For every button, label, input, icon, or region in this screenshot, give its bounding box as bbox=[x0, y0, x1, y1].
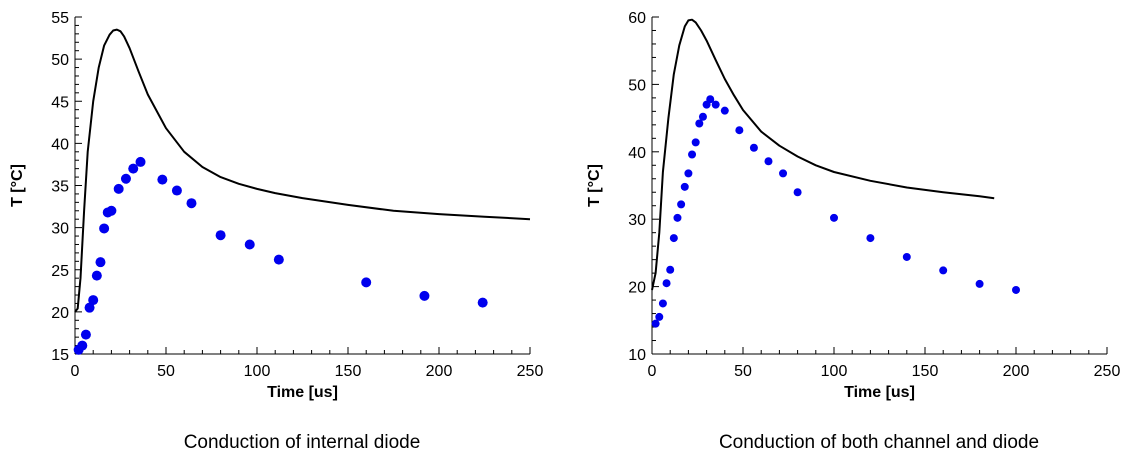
data-point bbox=[77, 340, 88, 351]
x-tick-label: 50 bbox=[157, 363, 175, 380]
data-point bbox=[120, 173, 131, 184]
data-point bbox=[171, 185, 182, 196]
data-point bbox=[866, 234, 875, 243]
y-tick-label: 60 bbox=[628, 10, 646, 27]
y-tick-label: 20 bbox=[51, 305, 69, 322]
x-tick-label: 100 bbox=[244, 363, 271, 380]
x-tick-label: 100 bbox=[821, 363, 848, 380]
data-point bbox=[902, 252, 911, 261]
series-line bbox=[74, 28, 531, 313]
data-point bbox=[91, 270, 102, 281]
data-point bbox=[88, 295, 99, 306]
y-tick-label: 20 bbox=[628, 280, 646, 297]
data-point bbox=[99, 223, 110, 234]
data-point bbox=[688, 150, 697, 159]
chart-caption: Conduction of both channel and diode bbox=[719, 432, 1039, 453]
data-point bbox=[695, 119, 704, 128]
data-point bbox=[669, 234, 678, 243]
data-point bbox=[749, 143, 758, 152]
data-point bbox=[361, 277, 372, 288]
chart-panel-channel-and-diode: Conduction of both channel and diode 0 50… bbox=[586, 10, 1120, 453]
data-point bbox=[80, 329, 91, 340]
x-tick-label: 50 bbox=[734, 363, 752, 380]
x-tick-label: 0 bbox=[71, 363, 80, 380]
data-point bbox=[684, 169, 693, 178]
data-point bbox=[720, 106, 729, 115]
data-point bbox=[779, 169, 788, 178]
data-point bbox=[793, 188, 802, 197]
y-tick-label: 45 bbox=[51, 94, 69, 111]
y-tick-label: 15 bbox=[51, 347, 69, 364]
y-tick-label: 40 bbox=[628, 145, 646, 162]
data-point bbox=[113, 183, 124, 194]
data-point bbox=[215, 230, 226, 241]
chart-caption: Conduction of internal diode bbox=[184, 432, 421, 453]
data-point bbox=[651, 319, 660, 328]
x-tick-label: 0 bbox=[648, 363, 657, 380]
data-point bbox=[939, 266, 948, 275]
data-point bbox=[84, 302, 95, 313]
data-point bbox=[477, 297, 488, 308]
data-point bbox=[764, 157, 773, 166]
data-point bbox=[1012, 285, 1020, 294]
data-point bbox=[273, 254, 284, 265]
data-point bbox=[655, 312, 664, 321]
y-tick-label: 50 bbox=[51, 52, 69, 69]
x-tick-label: 200 bbox=[426, 363, 453, 380]
data-point bbox=[419, 290, 430, 301]
x-tick-label: 200 bbox=[1003, 363, 1030, 380]
x-axis-title: Time [us] bbox=[267, 384, 338, 401]
y-tick-label: 55 bbox=[51, 10, 69, 27]
data-point bbox=[830, 213, 838, 222]
chart-panel-internal-diode: Conduction of internal diode 0 50 100 150 20… bbox=[9, 10, 543, 453]
data-point bbox=[186, 198, 197, 209]
data-point bbox=[975, 279, 984, 288]
x-axis-title: Time [us] bbox=[844, 384, 915, 401]
data-point bbox=[680, 182, 689, 191]
y-tick-label: 30 bbox=[628, 212, 646, 229]
x-tick-label: 150 bbox=[335, 363, 362, 380]
data-point bbox=[677, 200, 686, 209]
y-tick-label: 40 bbox=[51, 136, 69, 153]
y-axis-title: T [°C] bbox=[586, 164, 603, 207]
y-tick-label: 35 bbox=[51, 179, 69, 196]
y-tick-label: 10 bbox=[628, 347, 646, 364]
data-point bbox=[691, 138, 700, 147]
data-point bbox=[662, 279, 671, 288]
data-point bbox=[135, 156, 146, 167]
y-tick-label: 50 bbox=[628, 77, 646, 94]
data-point bbox=[673, 213, 682, 222]
data-point bbox=[95, 257, 106, 268]
series-line bbox=[651, 18, 995, 291]
data-point bbox=[706, 95, 715, 104]
data-point bbox=[735, 126, 744, 135]
y-tick-label: 30 bbox=[51, 221, 69, 238]
data-point bbox=[157, 174, 168, 185]
y-tick-label: 25 bbox=[51, 263, 69, 280]
data-point bbox=[698, 112, 707, 121]
y-axis-title: T [°C] bbox=[9, 164, 26, 207]
x-tick-label: 150 bbox=[912, 363, 939, 380]
x-tick-label: 250 bbox=[1094, 363, 1121, 380]
data-point bbox=[711, 100, 720, 109]
data-point bbox=[244, 239, 255, 250]
data-point bbox=[128, 163, 139, 174]
x-tick-label: 250 bbox=[517, 363, 544, 380]
data-point bbox=[658, 299, 667, 308]
data-point bbox=[106, 205, 117, 216]
data-point bbox=[666, 265, 675, 274]
